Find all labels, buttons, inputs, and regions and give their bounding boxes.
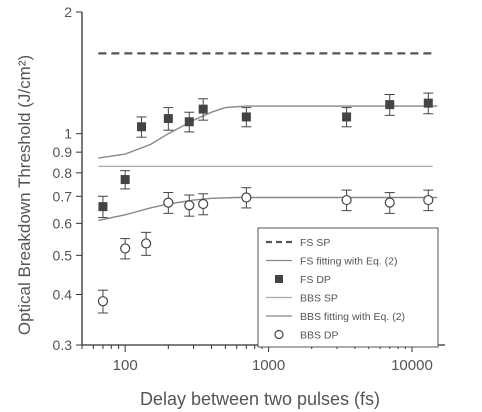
legend-circle-swatch	[274, 329, 284, 340]
data-point-circle	[120, 243, 131, 254]
data-point-square	[198, 104, 208, 114]
data-point-square	[423, 98, 433, 108]
data-point-square	[385, 100, 395, 110]
legend-label: BBS DP	[300, 330, 339, 342]
y-tick-label: 0.7	[53, 188, 73, 204]
plot-area	[97, 52, 438, 314]
data-point-square	[241, 112, 251, 122]
y-tick-label: 2	[64, 4, 72, 20]
legend-square-swatch	[275, 275, 283, 283]
y-tick-label: 0.4	[53, 287, 73, 303]
data-point-circle	[423, 194, 434, 206]
y-tick-label: 0.9	[53, 144, 73, 160]
data-point-square	[137, 122, 147, 132]
data-point-square	[342, 112, 352, 122]
y-tick-label: 1	[64, 126, 72, 142]
x-tick-label: 1000	[252, 357, 285, 374]
data-point-circle	[184, 200, 195, 211]
data-point-circle	[141, 238, 152, 249]
legend-label: BBS SP	[300, 293, 338, 305]
legend: FS SP FS fitting with Eq. (2) FS DP BBS SP B…	[257, 227, 439, 348]
data-point-circle	[198, 198, 209, 210]
data-point-square	[98, 202, 108, 212]
legend-label: FS SP	[300, 237, 330, 249]
y-tick-label: 0.8	[53, 165, 73, 181]
x-axis-ticks: 100 1000 10000	[81, 345, 433, 374]
legend-label: BBS fitting with Eq. (2)	[300, 311, 405, 323]
data-point-square	[184, 117, 194, 127]
data-point-circle	[384, 197, 395, 208]
series-fit-curve	[98, 105, 438, 159]
x-tick-label: 10000	[391, 357, 433, 374]
legend-label: FS fitting with Eq. (2)	[300, 256, 397, 268]
y-tick-label: 0.3	[53, 337, 73, 353]
data-point-square	[120, 175, 130, 185]
x-axis-label: Delay between two pulses (fs)	[140, 389, 380, 409]
data-point-circle	[163, 197, 174, 208]
legend-label: FS DP	[300, 274, 331, 286]
y-tick-label: 0.6	[53, 215, 73, 231]
data-point-circle	[97, 296, 109, 307]
y-axis-ticks: 0.3 0.4 0.5 0.6 0.7 0.8 0.9 1 2	[53, 4, 82, 353]
y-tick-label: 0.5	[53, 247, 73, 263]
data-point-circle	[341, 194, 352, 206]
data-point-circle	[241, 192, 252, 203]
x-tick-label: 100	[113, 357, 138, 374]
data-point-square	[163, 114, 173, 124]
legend-box	[257, 227, 439, 348]
y-axis-label: Optical Breakdown Threshold (J/cm²)	[15, 55, 34, 335]
